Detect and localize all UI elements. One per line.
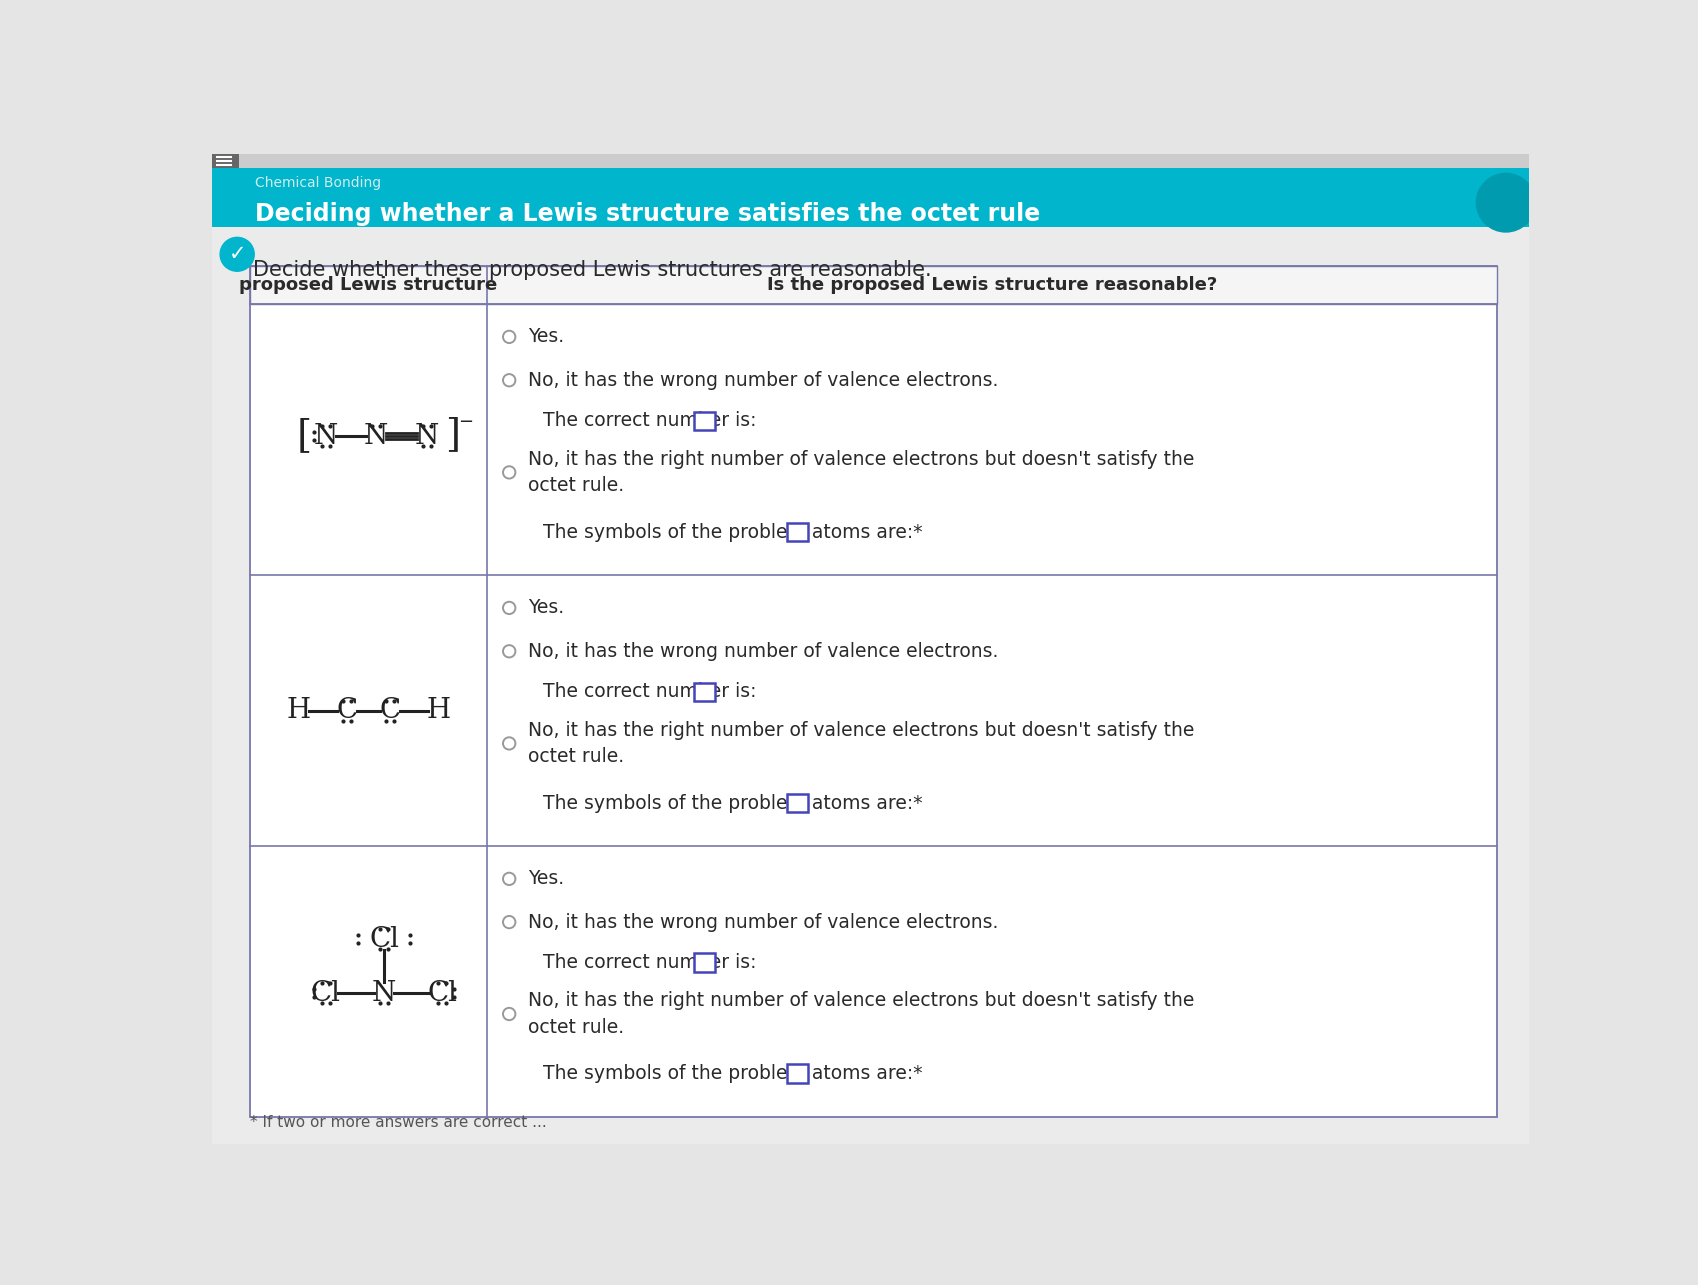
Text: C: C bbox=[336, 698, 357, 725]
Text: Cl: Cl bbox=[426, 979, 457, 1006]
Text: The symbols of the problem atoms are:*: The symbols of the problem atoms are:* bbox=[543, 1064, 922, 1083]
Text: Is the proposed Lewis structure reasonable?: Is the proposed Lewis structure reasonab… bbox=[766, 276, 1216, 294]
Text: C: C bbox=[379, 698, 401, 725]
Bar bbox=[694, 953, 715, 971]
Bar bbox=[250, 266, 1496, 305]
Bar bbox=[786, 1064, 807, 1083]
Text: proposed Lewis structure: proposed Lewis structure bbox=[239, 276, 498, 294]
Text: Cl: Cl bbox=[311, 979, 341, 1006]
Text: H: H bbox=[426, 698, 450, 725]
Bar bbox=[786, 794, 807, 812]
Bar bbox=[694, 682, 715, 702]
Text: No, it has the right number of valence electrons but doesn't satisfy the: No, it has the right number of valence e… bbox=[528, 992, 1194, 1010]
Text: N: N bbox=[314, 423, 338, 450]
Text: The correct number is:: The correct number is: bbox=[543, 682, 756, 702]
Text: [: [ bbox=[295, 418, 311, 455]
Text: No, it has the right number of valence electrons but doesn't satisfy the: No, it has the right number of valence e… bbox=[528, 721, 1194, 740]
Text: Deciding whether a Lewis structure satisfies the octet rule: Deciding whether a Lewis structure satis… bbox=[255, 202, 1039, 226]
Text: No, it has the wrong number of valence electrons.: No, it has the wrong number of valence e… bbox=[528, 912, 998, 932]
Bar bbox=[694, 411, 715, 430]
Text: H: H bbox=[287, 698, 311, 725]
Text: No, it has the right number of valence electrons but doesn't satisfy the: No, it has the right number of valence e… bbox=[528, 450, 1194, 469]
Text: octet rule.: octet rule. bbox=[528, 475, 623, 495]
Circle shape bbox=[221, 238, 255, 271]
Bar bbox=[212, 154, 239, 168]
Bar bbox=[212, 168, 1528, 227]
Text: ]: ] bbox=[445, 416, 460, 454]
Text: The symbols of the problem atoms are:*: The symbols of the problem atoms are:* bbox=[543, 794, 922, 812]
Text: ✓: ✓ bbox=[228, 244, 246, 265]
Text: octet rule.: octet rule. bbox=[528, 1018, 623, 1037]
Text: No, it has the wrong number of valence electrons.: No, it has the wrong number of valence e… bbox=[528, 371, 998, 389]
Text: Decide whether these proposed Lewis structures are reasonable.: Decide whether these proposed Lewis stru… bbox=[253, 260, 931, 280]
Text: Yes.: Yes. bbox=[528, 870, 564, 888]
Text: N: N bbox=[363, 423, 389, 450]
Text: Yes.: Yes. bbox=[528, 599, 564, 617]
Text: Chemical Bonding: Chemical Bonding bbox=[255, 176, 380, 190]
Text: No, it has the wrong number of valence electrons.: No, it has the wrong number of valence e… bbox=[528, 641, 998, 660]
Text: N: N bbox=[414, 423, 438, 450]
Text: Yes.: Yes. bbox=[528, 328, 564, 347]
Bar bbox=[212, 154, 1528, 168]
Bar bbox=[786, 523, 807, 541]
Text: −: − bbox=[457, 414, 472, 432]
Text: Cl: Cl bbox=[368, 925, 399, 952]
Text: N: N bbox=[372, 979, 396, 1006]
Circle shape bbox=[1476, 173, 1535, 233]
Text: The correct number is:: The correct number is: bbox=[543, 953, 756, 973]
Text: * If two or more answers are correct ...: * If two or more answers are correct ... bbox=[250, 1115, 547, 1131]
Text: The symbols of the problem atoms are:*: The symbols of the problem atoms are:* bbox=[543, 523, 922, 541]
Text: The correct number is:: The correct number is: bbox=[543, 411, 756, 430]
Text: octet rule.: octet rule. bbox=[528, 747, 623, 766]
Bar bbox=[250, 266, 1496, 1117]
